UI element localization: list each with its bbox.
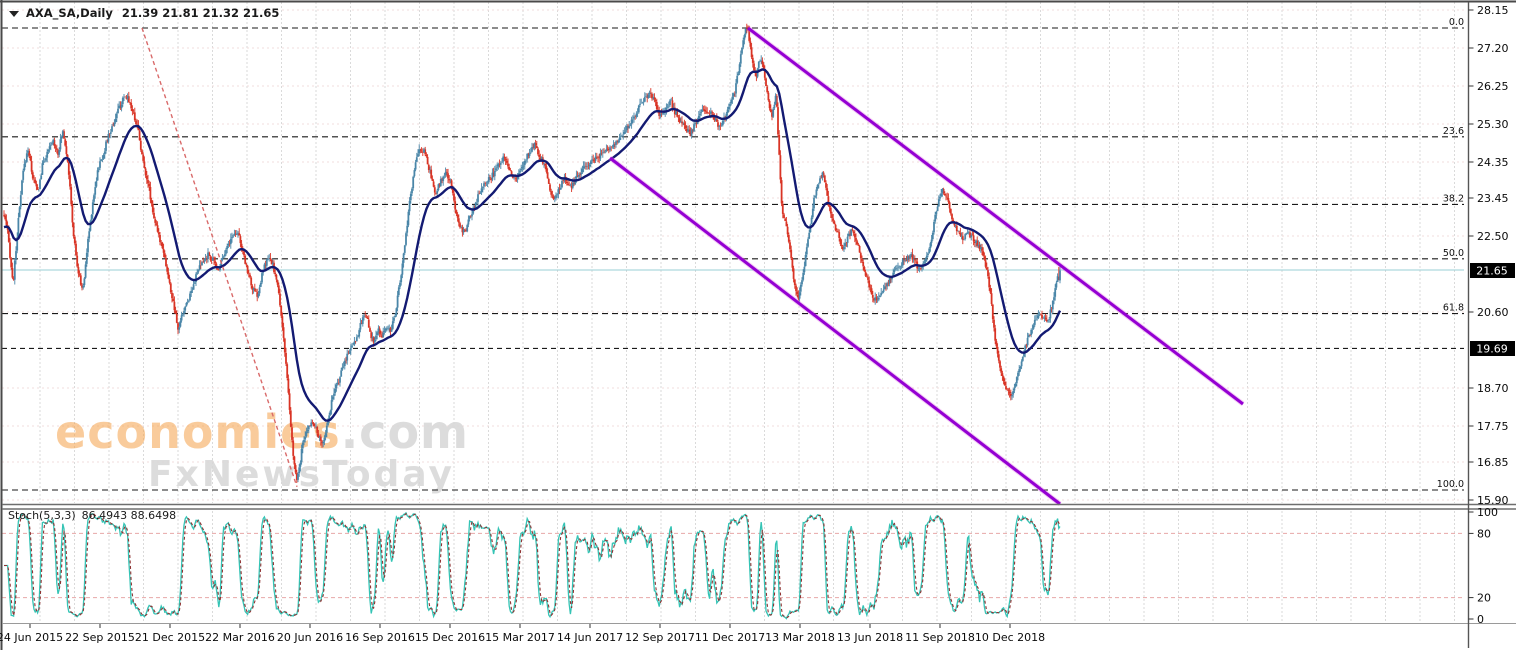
ticker-line: AXA_SA,Daily 21.39 21.81 21.32 21.65 [26,6,279,21]
price-axis-label: 20.60 [1477,306,1509,319]
old-downtrend-trendline[interactable] [141,27,298,488]
date-axis-label: 16 Sep 2016 [345,631,415,644]
fib-level-label: 61.8 [1443,303,1464,314]
watermark-brand: economies.com [55,405,469,459]
date-axis-label: 12 Sep 2017 [625,631,695,644]
price-axis-label: 17.75 [1477,420,1509,433]
date-axis-label: 14 Jun 2017 [557,631,623,644]
price-axis-label: 18.70 [1477,382,1509,395]
date-axis-label: 13 Jun 2018 [837,631,903,644]
price-axis-label: 25.30 [1477,118,1509,131]
price-axis-label: 24.35 [1477,156,1509,169]
date-axis-label: 15 Mar 2017 [485,631,555,644]
stoch-k-line[interactable] [4,511,1061,620]
svg-text:21.65: 21.65 [1476,265,1508,278]
channel-upper-trendline[interactable] [747,26,1244,406]
date-axis-label: 11 Dec 2017 [695,631,765,644]
fib-level-label: 50.0 [1443,248,1464,259]
date-axis-label: 21 Dec 2015 [135,631,205,644]
date-axis-label: 13 Mar 2018 [765,631,835,644]
current-price-badge: 21.65 [1470,263,1515,278]
price-axis-label: 27.20 [1477,42,1509,55]
symbol-dropdown-icon[interactable] [9,11,19,17]
stoch-axis-label: 80 [1477,527,1491,540]
price-axis-label: 23.45 [1477,192,1509,205]
date-axis-label: 22 Mar 2016 [205,631,275,644]
price-axis-label: 28.15 [1477,4,1509,17]
level-price-badge: 19.69 [1470,341,1515,356]
stoch-axis-label: 0 [1477,613,1484,626]
price-axis-label: 16.85 [1477,456,1509,469]
fib-level-label: 23.6 [1443,126,1464,137]
fib-level-label: 100.0 [1437,479,1464,490]
date-axis-label: 24 Jun 2015 [0,631,63,644]
moving-average-line[interactable] [3,68,1062,422]
channel-lower-trendline[interactable] [609,156,1061,506]
stoch-axis-label: 20 [1477,592,1491,605]
date-axis-label: 22 Sep 2015 [65,631,135,644]
stoch-d-line[interactable] [4,513,1061,619]
price-axis-label: 22.50 [1477,230,1509,243]
fib-level-label: 38.2 [1443,193,1464,204]
stochastic-label: Stoch(5,3,3) 86.4943 88.6498 [8,509,176,522]
date-axis-label: 20 Jun 2016 [277,631,343,644]
date-axis-label: 11 Sep 2018 [905,631,975,644]
svg-text:19.69: 19.69 [1476,343,1508,356]
date-axis-label: 15 Dec 2016 [415,631,485,644]
grid-layer [2,2,1464,622]
date-axis-label: 10 Dec 2018 [975,631,1045,644]
price-axis-label: 26.25 [1477,80,1509,93]
stoch-axis-label: 100 [1477,506,1498,519]
price-axis-label: 15.90 [1477,494,1509,507]
fib-level-label: 0.0 [1449,17,1464,28]
